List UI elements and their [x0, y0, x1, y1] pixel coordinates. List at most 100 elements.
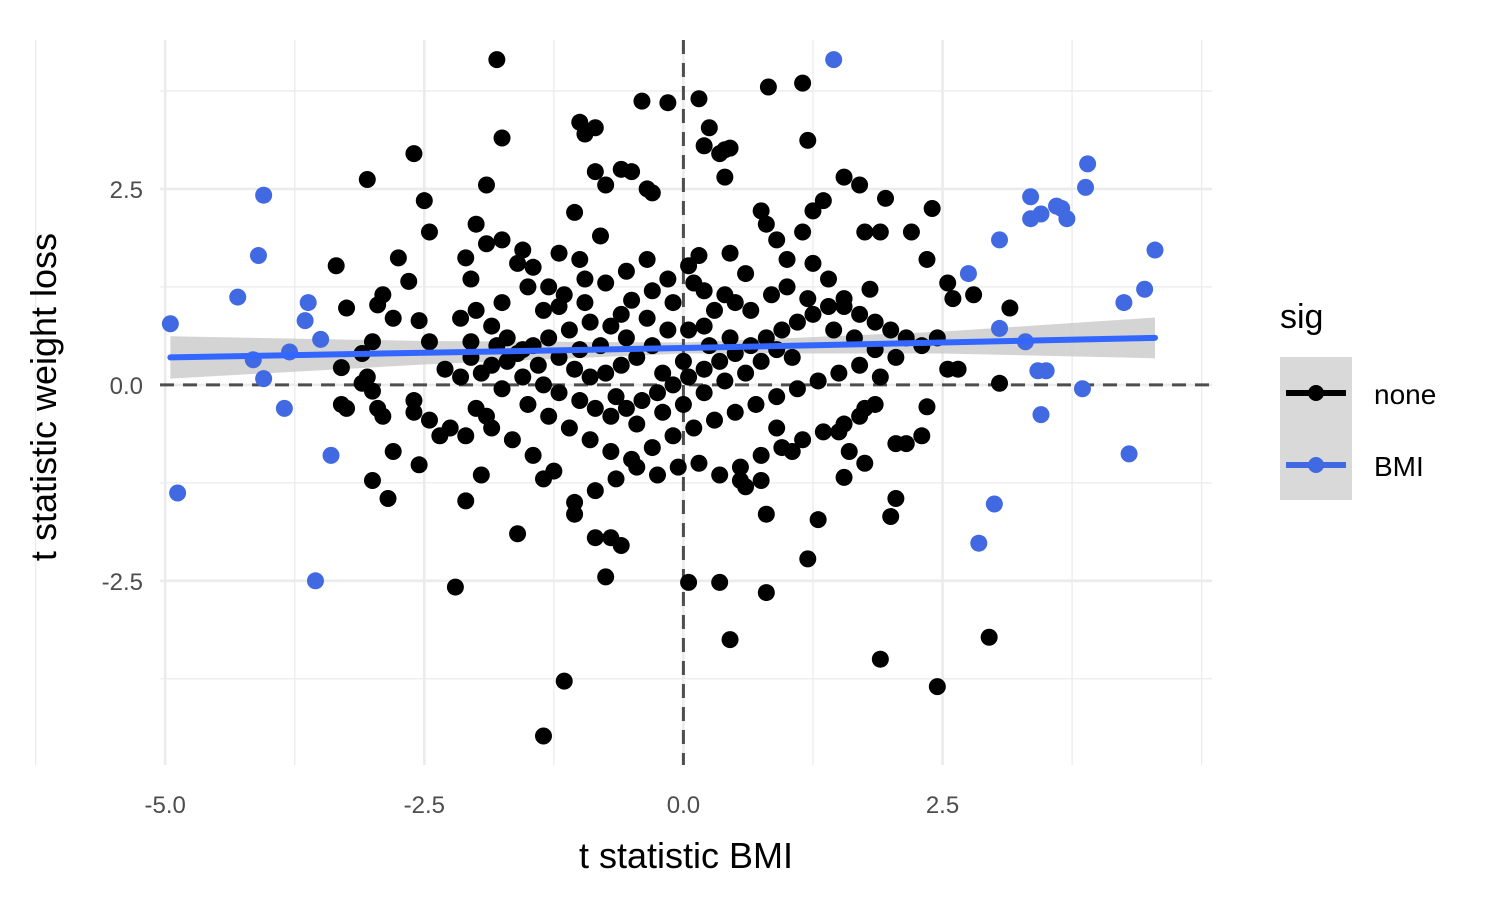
data-point-none — [711, 466, 729, 484]
data-point-none — [851, 356, 869, 374]
data-point-none — [913, 427, 931, 445]
data-point-none — [452, 309, 470, 327]
data-point-none — [534, 301, 552, 319]
data-point-none — [623, 163, 641, 181]
data-point-none — [462, 270, 480, 288]
data-point-none — [540, 278, 558, 296]
data-point-none — [498, 329, 516, 347]
data-point-bmi — [1022, 210, 1040, 228]
data-point-none — [457, 492, 475, 510]
data-point-none — [783, 442, 801, 460]
legend-entry-none: none — [1286, 379, 1436, 410]
data-point-none — [804, 305, 822, 323]
data-point-none — [524, 258, 542, 276]
data-point-none — [768, 231, 786, 249]
data-point-none — [612, 537, 630, 555]
data-point-none — [695, 137, 713, 155]
data-point-none — [747, 395, 765, 413]
data-point-none — [586, 399, 604, 417]
data-point-none — [363, 333, 381, 351]
data-point-none — [820, 297, 838, 315]
data-point-none — [602, 317, 620, 335]
data-point-none — [384, 309, 402, 327]
data-point-none — [737, 265, 755, 283]
data-point-none — [763, 286, 781, 304]
data-point-none — [654, 403, 672, 421]
data-point-none — [737, 364, 755, 382]
data-point-bmi — [959, 265, 977, 283]
data-point-none — [680, 368, 698, 386]
data-point-none — [835, 468, 853, 486]
data-point-none — [757, 505, 775, 523]
data-point-none — [638, 309, 656, 327]
data-point-none — [835, 297, 853, 315]
data-point-none — [534, 376, 552, 394]
data-point-none — [695, 282, 713, 300]
data-point-none — [462, 333, 480, 351]
data-point-none — [768, 388, 786, 406]
data-point-bmi — [985, 495, 1003, 513]
data-point-none — [643, 439, 661, 457]
data-point-bmi — [249, 247, 267, 265]
data-point-bmi — [306, 572, 324, 590]
data-point-bmi — [312, 330, 330, 348]
tick-labels: -5.0 -2.5 0.0 2.5 -2.5 0.0 2.5 — [102, 177, 960, 819]
data-point-none — [669, 458, 687, 476]
data-point-none — [628, 415, 646, 433]
data-point-none — [617, 329, 635, 347]
data-point-none — [757, 584, 775, 602]
data-point-none — [633, 392, 651, 410]
data-point-none — [493, 129, 511, 147]
data-point-none — [778, 278, 796, 296]
data-point-none — [794, 431, 812, 449]
data-point-none — [685, 419, 703, 437]
data-point-none — [472, 364, 490, 382]
data-point-bmi — [322, 446, 340, 464]
data-point-none — [338, 299, 356, 317]
data-point-none — [503, 431, 521, 449]
data-point-none — [716, 286, 734, 304]
data-point-none — [524, 446, 542, 464]
data-point-none — [680, 321, 698, 339]
data-point-none — [363, 471, 381, 489]
data-point-none — [695, 360, 713, 378]
data-point-bmi — [1146, 241, 1164, 259]
data-point-none — [405, 403, 423, 421]
data-point-bmi — [1077, 178, 1095, 196]
data-point-none — [654, 364, 672, 382]
data-point-none — [540, 407, 558, 425]
data-point-none — [389, 249, 407, 267]
data-point-none — [550, 384, 568, 402]
data-point-bmi — [161, 315, 179, 333]
data-point-none — [369, 296, 387, 314]
data-point-none — [576, 125, 594, 143]
data-point-none — [980, 628, 998, 646]
legend-key-background — [1280, 357, 1352, 500]
data-point-none — [488, 51, 506, 69]
data-point-none — [851, 407, 869, 425]
data-point-none — [415, 192, 433, 210]
legend-key-dot-none — [1308, 385, 1324, 401]
data-point-none — [405, 145, 423, 163]
data-points — [161, 51, 1164, 745]
data-point-none — [716, 372, 734, 390]
x-tick-label: 0.0 — [667, 792, 700, 819]
data-point-bmi — [275, 399, 293, 417]
data-point-none — [773, 321, 791, 339]
data-point-none — [612, 305, 630, 323]
data-point-bmi — [255, 370, 273, 388]
data-point-none — [778, 250, 796, 268]
data-point-none — [457, 427, 475, 445]
data-point-none — [825, 321, 843, 339]
data-point-none — [659, 270, 677, 288]
data-point-none — [597, 364, 615, 382]
data-point-none — [576, 294, 594, 312]
data-point-none — [493, 380, 511, 398]
data-point-none — [991, 374, 1009, 392]
data-point-none — [820, 270, 838, 288]
data-point-none — [902, 223, 920, 241]
data-point-none — [534, 727, 552, 745]
data-point-none — [680, 257, 698, 275]
legend-label-none: none — [1374, 379, 1436, 410]
data-point-bmi — [1136, 280, 1154, 298]
